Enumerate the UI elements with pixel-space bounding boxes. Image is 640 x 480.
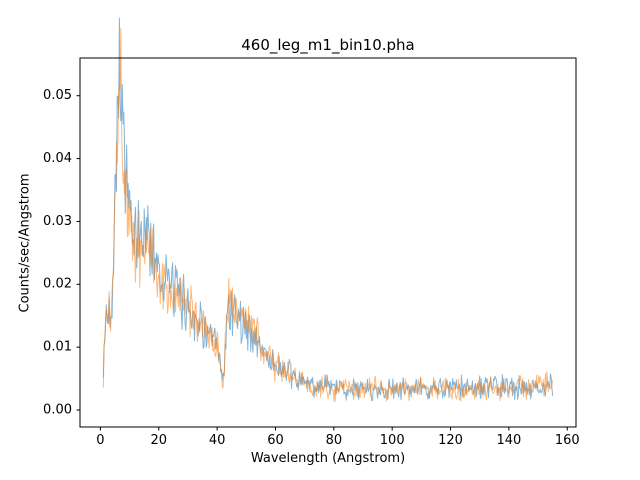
chart-title: 460_leg_m1_bin10.pha [241, 36, 415, 54]
x-axis-label: Wavelength (Angstrom) [250, 451, 406, 466]
y-axis-label: Counts/sec/Angstrom [17, 173, 33, 313]
